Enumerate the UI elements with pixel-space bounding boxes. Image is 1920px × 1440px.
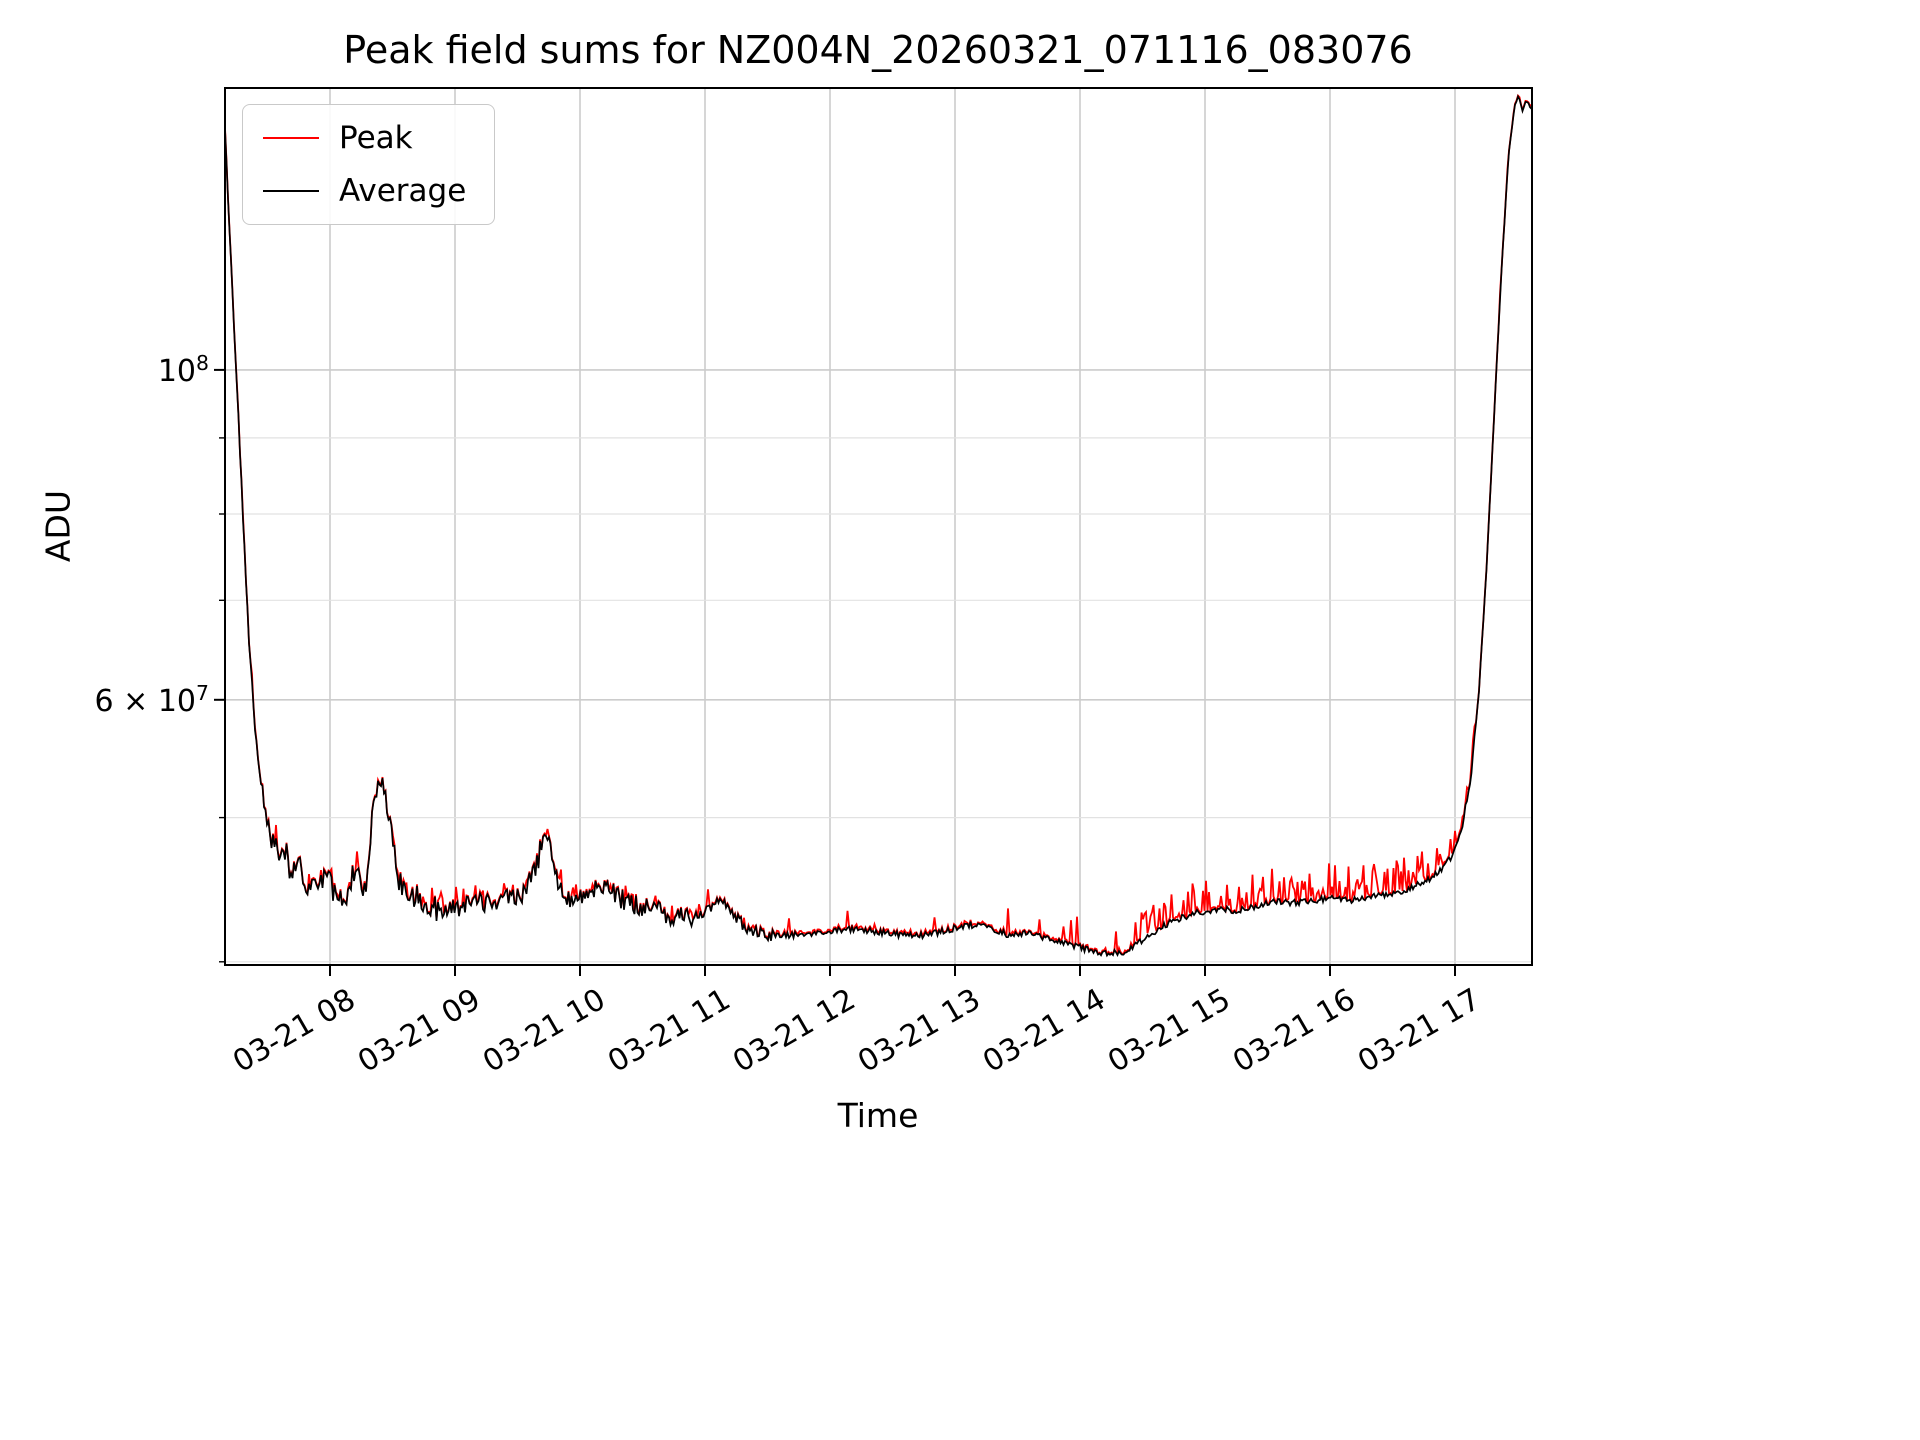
- y-tick-label-1e8: 108: [157, 351, 209, 389]
- plot-background: [225, 88, 1532, 965]
- peak-series-line: [225, 93, 1532, 957]
- legend-label-average: Average: [339, 173, 467, 209]
- average-line-swatch: [263, 190, 319, 192]
- legend-label-peak: Peak: [339, 120, 413, 156]
- y-axis-label: ADU: [38, 489, 78, 563]
- legend-item-peak: Peak: [263, 120, 466, 156]
- chart-title: Peak field sums for NZ004N_20260321_0711…: [343, 28, 1413, 72]
- y-tick-label-6e7: 6 × 107: [94, 681, 209, 719]
- average-series-line: [225, 94, 1532, 958]
- legend: Peak Average: [242, 104, 496, 225]
- tick-marks: [214, 368, 1456, 976]
- peak-line-swatch: [263, 137, 319, 139]
- x-axis-label: Time: [837, 1096, 919, 1135]
- legend-item-average: Average: [263, 173, 466, 209]
- axes-frame: [224, 87, 1533, 966]
- gridlines: [225, 88, 1532, 965]
